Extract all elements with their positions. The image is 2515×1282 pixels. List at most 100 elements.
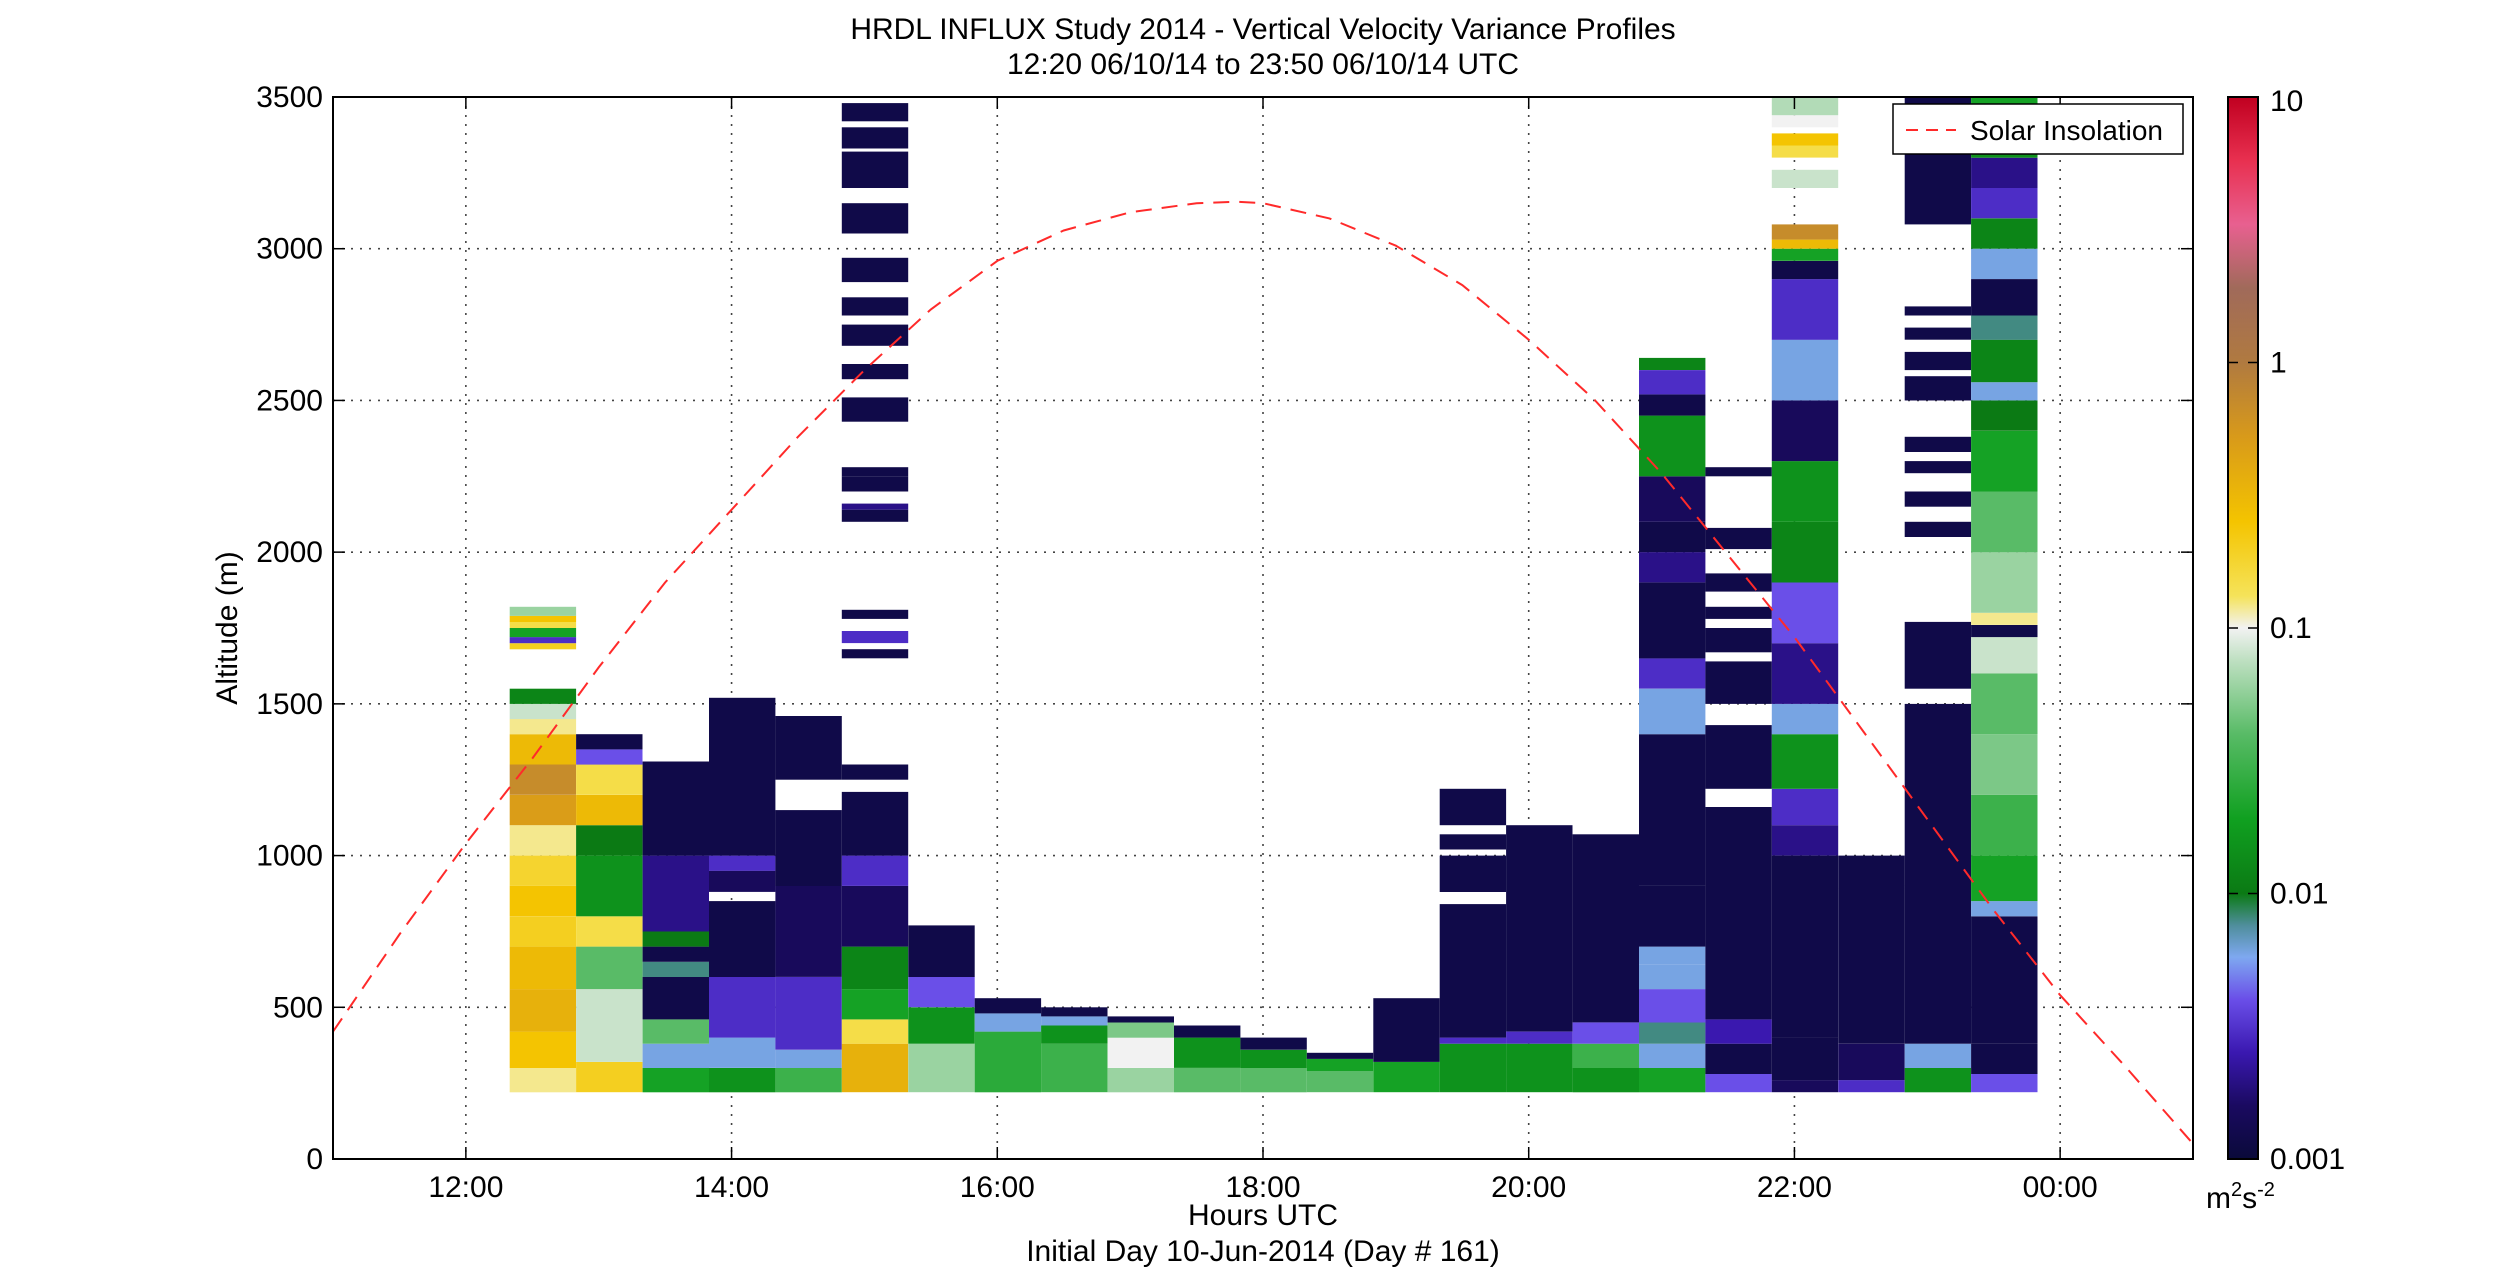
variance-cell bbox=[1771, 703, 1839, 735]
variance-cell bbox=[1572, 834, 1639, 1023]
variance-cell bbox=[1639, 1043, 1706, 1068]
variance-cell bbox=[841, 364, 909, 380]
variance-cell bbox=[1705, 725, 1772, 789]
variance-cell bbox=[974, 1031, 1042, 1093]
variance-cell bbox=[1904, 491, 1972, 507]
variance-cell bbox=[841, 476, 909, 492]
variance-cell bbox=[841, 397, 909, 422]
variance-cell bbox=[974, 998, 1042, 1014]
variance-cell bbox=[841, 1043, 909, 1093]
variance-cell bbox=[1904, 1068, 1972, 1093]
variance-cell bbox=[1904, 521, 1972, 537]
variance-cell bbox=[1904, 621, 1972, 689]
variance-cell bbox=[1971, 400, 2038, 431]
variance-cell bbox=[576, 825, 643, 856]
variance-cell bbox=[642, 1043, 709, 1068]
profile-column-2 bbox=[642, 761, 709, 1093]
variance-cell bbox=[1771, 97, 1839, 116]
variance-cell bbox=[509, 1031, 577, 1068]
profile-column-21 bbox=[1904, 97, 1972, 1093]
solar-insolation-line bbox=[333, 200, 2193, 1145]
variance-cell bbox=[1971, 625, 2038, 638]
variance-cell bbox=[709, 855, 776, 871]
variance-cell bbox=[1904, 306, 1972, 316]
profile-column-10 bbox=[1174, 1025, 1241, 1093]
variance-cell bbox=[1838, 855, 1905, 889]
profile-column-16 bbox=[1572, 834, 1639, 1093]
variance-cell bbox=[509, 719, 577, 735]
variance-cell bbox=[1639, 415, 1706, 477]
variance-cell bbox=[1771, 339, 1839, 401]
variance-cell bbox=[642, 761, 709, 856]
variance-cell bbox=[1971, 188, 2038, 219]
variance-cell bbox=[1705, 628, 1772, 653]
variance-cell bbox=[1771, 239, 1839, 249]
variance-cell bbox=[1838, 1080, 1905, 1093]
chart-subtitle: 12:20 06/10/14 to 23:50 06/10/14 UTC bbox=[1007, 48, 1519, 81]
variance-cell bbox=[1971, 491, 2038, 553]
colorbar-units: m2s-2 bbox=[2206, 1179, 2275, 1215]
variance-cell bbox=[509, 989, 577, 1032]
variance-cell bbox=[1971, 279, 2038, 316]
x-tick-label-3: 18:00 bbox=[1225, 1171, 1300, 1204]
variance-cell bbox=[576, 794, 643, 826]
variance-cell bbox=[1971, 382, 2038, 401]
variance-cell bbox=[1639, 734, 1706, 886]
variance-cell bbox=[576, 734, 643, 750]
variance-cell bbox=[1771, 133, 1839, 146]
variance-cell bbox=[1971, 430, 2038, 492]
variance-cell bbox=[1705, 573, 1772, 592]
variance-cell bbox=[709, 697, 776, 856]
y-axis-label: Altitude (m) bbox=[211, 551, 244, 704]
variance-profiles bbox=[509, 97, 2038, 1093]
variance-cell bbox=[1639, 964, 1706, 990]
variance-cell bbox=[841, 631, 909, 644]
variance-cell bbox=[1572, 1022, 1639, 1044]
variance-cell bbox=[709, 976, 776, 1038]
variance-cell bbox=[642, 855, 709, 932]
variance-cell bbox=[1705, 1043, 1772, 1074]
variance-cell bbox=[841, 151, 909, 188]
variance-cell bbox=[1771, 582, 1839, 644]
variance-cell bbox=[1439, 904, 1507, 1038]
profile-column-12 bbox=[1306, 1052, 1374, 1093]
variance-cell bbox=[841, 885, 909, 947]
variance-cell bbox=[1639, 357, 1706, 370]
variance-cell bbox=[1439, 1043, 1507, 1093]
variance-cell bbox=[1639, 1022, 1706, 1044]
variance-cell bbox=[1174, 1068, 1241, 1093]
variance-cell bbox=[1506, 1031, 1573, 1044]
variance-cell bbox=[1771, 461, 1839, 522]
y-tick-label-2: 1000 bbox=[256, 840, 323, 873]
profile-column-8 bbox=[1041, 1007, 1108, 1093]
variance-cell bbox=[1240, 1037, 1307, 1050]
variance-cell bbox=[974, 1013, 1042, 1032]
variance-cell bbox=[1904, 327, 1972, 340]
variance-cell bbox=[509, 764, 577, 795]
chart-title: HRDL INFLUX Study 2014 - Vertical Veloci… bbox=[850, 13, 1675, 46]
variance-cell bbox=[509, 946, 577, 990]
colorbar-ticks: 10 1 0.1 0.01 0.001 bbox=[2228, 85, 2345, 1176]
variance-cell bbox=[1771, 1037, 1839, 1081]
variance-cell bbox=[709, 870, 776, 892]
variance-cell bbox=[908, 1043, 975, 1093]
variance-cell bbox=[1771, 279, 1839, 340]
variance-cell bbox=[1306, 1071, 1374, 1093]
variance-cell bbox=[1506, 1043, 1573, 1093]
variance-cell bbox=[1971, 339, 2038, 383]
colorbar-tick-label-4: 0.001 bbox=[2270, 1143, 2345, 1176]
variance-cell bbox=[1306, 1058, 1374, 1071]
variance-cell bbox=[642, 976, 709, 1020]
variance-cell bbox=[841, 946, 909, 990]
variance-cell bbox=[841, 127, 909, 149]
variance-cell bbox=[908, 976, 975, 1008]
x-tick-label-0: 12:00 bbox=[428, 1171, 503, 1204]
profile-column-3 bbox=[709, 697, 776, 1093]
variance-cell bbox=[1771, 248, 1839, 261]
profile-column-18 bbox=[1705, 467, 1772, 1093]
variance-cell bbox=[642, 961, 709, 977]
variance-cell bbox=[1639, 885, 1706, 947]
variance-cell bbox=[1971, 315, 2038, 340]
variance-cell bbox=[642, 931, 709, 947]
